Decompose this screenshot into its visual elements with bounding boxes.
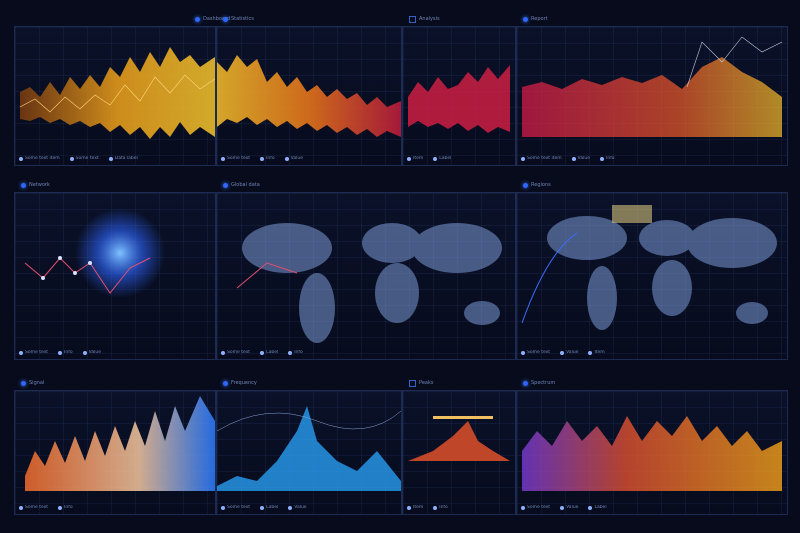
panel-map-3: Regions Some text Value Item bbox=[516, 182, 788, 360]
panel-top-1: Dashboard Some text item Some text Data la… bbox=[14, 16, 230, 166]
gear-icon[interactable] bbox=[21, 380, 26, 386]
gear-icon[interactable] bbox=[409, 15, 416, 23]
globe-icon bbox=[523, 182, 528, 188]
gear-icon[interactable] bbox=[523, 380, 528, 386]
panel-map-2: Global data Some text Label Info bbox=[216, 182, 516, 360]
panel-bottom-4: Spectrum Some text Value Label bbox=[516, 380, 788, 515]
gear-icon[interactable] bbox=[195, 16, 200, 22]
globe-icon bbox=[21, 182, 26, 188]
map-row-middle: Network Some text Info Value Global data S… bbox=[14, 182, 788, 360]
waveform-row-bottom: Signal Some text Info Frequency Some text… bbox=[14, 379, 788, 515]
legend: Some text item Some text Data label bbox=[19, 156, 211, 161]
globe-icon bbox=[223, 182, 228, 188]
waveform-row-top: Dashboard Some text item Some text Data la… bbox=[14, 15, 788, 166]
gear-icon[interactable] bbox=[223, 380, 228, 386]
panel-top-4: Report Some text item Value Info bbox=[516, 16, 788, 166]
panel-top-3: Analysis Item Label bbox=[402, 15, 516, 166]
panel-bottom-3: Peaks Item Info bbox=[402, 379, 516, 515]
panel-bottom-2: Frequency Some text Label Value bbox=[216, 380, 402, 515]
gear-icon[interactable] bbox=[409, 379, 416, 387]
panel-map-1: Network Some text Info Value bbox=[14, 182, 216, 360]
panel-header: Dashboard bbox=[195, 13, 230, 25]
gear-icon[interactable] bbox=[223, 16, 228, 22]
panel-top-2: Statistics Some text Info Value bbox=[216, 16, 402, 166]
panel-bottom-1: Signal Some text Info bbox=[14, 380, 216, 515]
gear-icon[interactable] bbox=[523, 16, 528, 22]
